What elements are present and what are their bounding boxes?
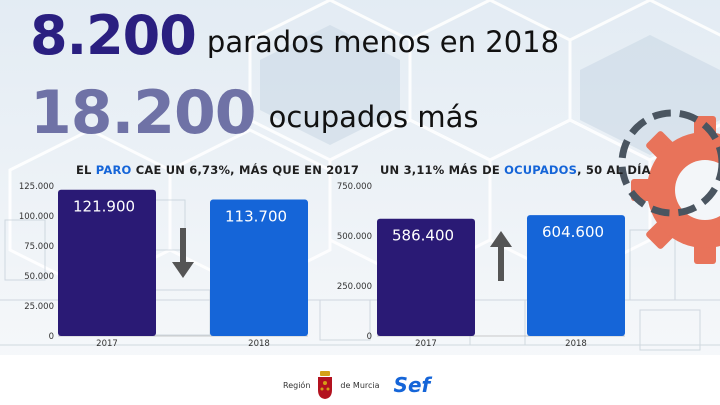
y-tick-label: 25.000 (24, 302, 54, 312)
headline-unemployed: 8.200 parados menos en 2018 (30, 4, 559, 67)
footer-murcia-label: de Murcia (340, 380, 380, 390)
bar-ocupados-2017 (377, 218, 475, 336)
chart-title-paro-part1: EL (76, 163, 96, 177)
murcia-crest-icon (318, 371, 333, 399)
y-tick-label: 0 (367, 332, 372, 342)
x-tick-label: 2017 (415, 339, 437, 349)
y-tick-label: 0 (49, 332, 54, 342)
headline-employed-number: 18.200 (30, 78, 257, 148)
chart-title-paro-highlight: PARO (95, 163, 132, 177)
arrow-up-icon (490, 231, 512, 281)
x-tick-label: 2017 (96, 339, 118, 349)
data-label: 586.400 (392, 227, 454, 245)
chart-title-paro-part3: CAE UN 6,73%, MÁS QUE EN 2017 (131, 163, 360, 177)
sef-logo: Sef (393, 373, 431, 397)
y-tick-label: 100.000 (19, 212, 54, 222)
x-tick-label: 2018 (565, 339, 587, 349)
data-label: 121.900 (73, 198, 135, 216)
y-tick-label: 250.000 (337, 282, 372, 292)
data-label: 113.700 (225, 208, 287, 226)
bar-paro-2017 (58, 189, 156, 336)
bar-ocupados-2018 (527, 215, 625, 336)
headline-employed-text: ocupados más (268, 100, 479, 134)
chart-title-ocupados-part1: UN 3,11% MÁS DE (380, 163, 505, 177)
x-tick-label: 2018 (248, 339, 270, 349)
headline-employed: 18.200 ocupados más (30, 78, 479, 148)
data-label: 604.600 (542, 223, 604, 241)
y-tick-label: 750.000 (337, 182, 372, 192)
bar-paro-2018 (210, 199, 308, 336)
chart-title-ocupados: UN 3,11% MÁS DE OCUPADOS, 50 AL DÍA (380, 163, 651, 177)
y-tick-label: 75.000 (24, 242, 54, 252)
y-tick-label: 50.000 (24, 272, 54, 282)
chart-title-paro: EL PARO CAE UN 6,73%, MÁS QUE EN 2017 (76, 163, 359, 177)
y-tick-label: 500.000 (337, 232, 372, 242)
chart-title-ocupados-part3: , 50 AL DÍA (577, 163, 651, 177)
footer-logos: Región de Murcia Sef (283, 368, 430, 402)
chart-title-ocupados-highlight: OCUPADOS (504, 163, 578, 177)
arrow-down-icon (172, 228, 194, 278)
y-tick-label: 125.000 (19, 182, 54, 192)
gear-icon (618, 109, 720, 264)
headline-unemployed-text: parados menos en 2018 (206, 24, 560, 59)
footer-region-label: Región (283, 380, 311, 390)
headline-unemployed-number: 8.200 (30, 4, 197, 67)
